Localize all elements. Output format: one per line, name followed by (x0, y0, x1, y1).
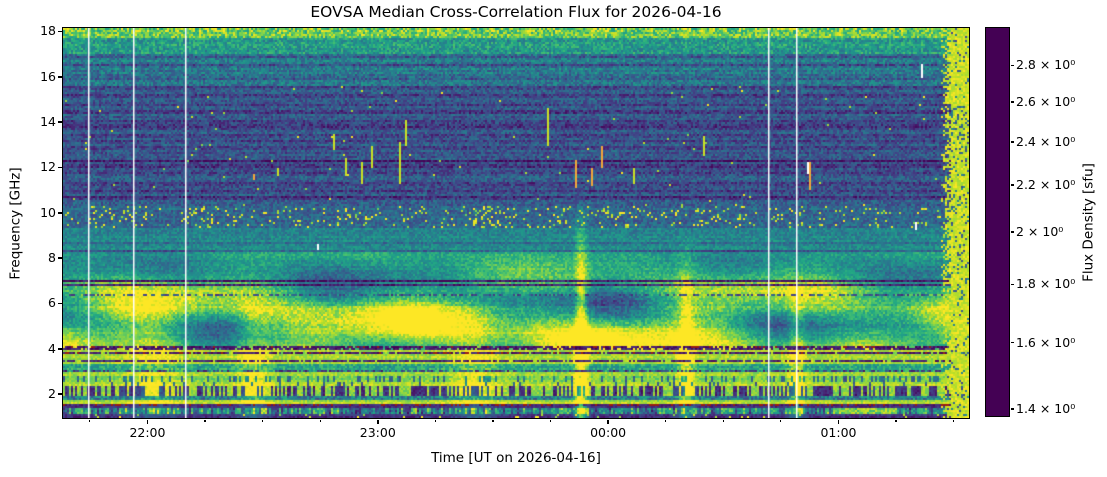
y-axis-tick (57, 166, 62, 169)
chart-title: EOVSA Median Cross-Correlation Flux for … (310, 3, 722, 21)
colorbar-tick (1010, 64, 1014, 67)
x-axis-tick-label: 01:00 (820, 425, 857, 440)
y-axis-tick (57, 393, 62, 395)
x-axis-major-tick (377, 419, 379, 424)
colorbar-tick-label: 2.4 × 10⁰ (1016, 133, 1076, 149)
colorbar-tick (1010, 341, 1014, 344)
y-axis-tick-label: 18 (40, 23, 56, 39)
colorbar-tick-label: 2.8 × 10⁰ (1016, 57, 1076, 73)
x-axis-minor-tick (89, 419, 91, 422)
y-axis-tick-label: 2 (48, 386, 56, 402)
y-axis-tick-label: 16 (40, 68, 56, 84)
x-axis-tick-label: 00:00 (590, 425, 627, 440)
colorbar-tick (1010, 231, 1014, 233)
colorbar-tick-label: 1.8 × 10⁰ (1016, 276, 1076, 292)
y-axis-tick (57, 348, 62, 350)
colorbar-label: Flux Density [sfu] (1080, 163, 1097, 282)
colorbar-tick (1010, 184, 1014, 186)
x-axis-tick-label: 22:00 (129, 425, 166, 440)
y-axis-tick (57, 76, 62, 78)
x-axis-minor-tick (665, 419, 667, 422)
x-axis-major-tick (146, 419, 149, 424)
y-axis-tick (57, 212, 62, 214)
x-axis-minor-tick (895, 419, 897, 422)
colorbar-tick (1010, 408, 1014, 410)
colorbar-tick-label: 2.6 × 10⁰ (1016, 94, 1076, 110)
colorbar-tick-label: 2.2 × 10⁰ (1016, 176, 1076, 192)
colorbar-tick (1010, 283, 1014, 286)
x-axis-major-tick (837, 419, 840, 424)
x-axis-label: Time [UT on 2026-04-16] (431, 450, 601, 466)
x-axis-minor-tick (549, 419, 552, 422)
x-axis-minor-tick (319, 419, 321, 422)
y-axis-tick-label: 6 (48, 295, 56, 311)
colorbar-tick-label: 2 × 10⁰ (1016, 224, 1064, 240)
y-axis-tick (57, 30, 62, 33)
colorbar-tick (1010, 101, 1014, 103)
y-axis-tick (57, 257, 62, 259)
colorbar-tick-label: 1.6 × 10⁰ (1016, 334, 1076, 350)
x-axis-minor-tick (434, 419, 436, 422)
x-axis-tick-label: 23:00 (359, 425, 396, 440)
spectrogram-image (63, 28, 969, 418)
x-axis-minor-tick (204, 419, 206, 422)
y-axis-tick (57, 302, 62, 305)
y-axis-tick-label: 10 (40, 204, 56, 220)
colorbar-gradient (984, 26, 1010, 417)
y-axis-tick-label: 4 (48, 340, 56, 356)
colorbar-tick-label: 1.4 × 10⁰ (1016, 400, 1076, 416)
y-axis-tick-label: 12 (40, 159, 56, 175)
x-axis-major-tick (607, 419, 609, 424)
x-axis-minor-tick (262, 419, 264, 422)
y-axis-tick-label: 8 (48, 250, 56, 266)
x-axis-minor-tick (780, 419, 782, 422)
colorbar-tick (1010, 141, 1014, 143)
x-axis-minor-tick (492, 419, 494, 422)
y-axis-tick-label: 14 (40, 114, 56, 130)
x-axis-minor-tick (722, 419, 724, 422)
y-axis-tick (57, 121, 62, 123)
x-axis-minor-tick (953, 419, 955, 422)
